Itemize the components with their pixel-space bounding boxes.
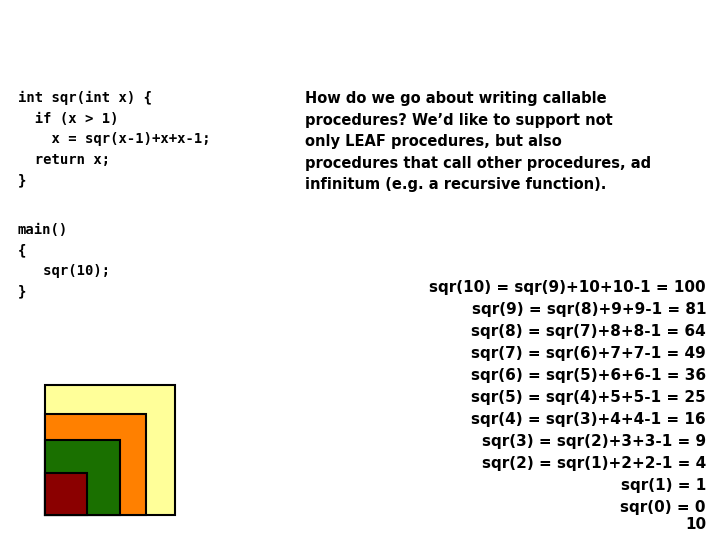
- Text: How do we go about writing callable
procedures? We’d like to support not
only LE: How do we go about writing callable proc…: [305, 91, 651, 192]
- Text: main()
{
   sqr(10);
}: main() { sqr(10); }: [18, 223, 110, 299]
- Text: int sqr(int x) {
  if (x > 1)
    x = sqr(x-1)+x+x-1;
  return x;
}: int sqr(int x) { if (x > 1) x = sqr(x-1)…: [18, 91, 211, 187]
- Bar: [45, 473, 87, 515]
- Text: sqr(3) = sqr(2)+3+3-1 = 9: sqr(3) = sqr(2)+3+3-1 = 9: [482, 434, 706, 449]
- Text: sqr(0) = 0: sqr(0) = 0: [621, 500, 706, 515]
- Bar: [45, 385, 175, 515]
- Text: sqr(9) = sqr(8)+9+9-1 = 81: sqr(9) = sqr(8)+9+9-1 = 81: [472, 302, 706, 317]
- Text: Writing Procedures: Writing Procedures: [13, 16, 467, 57]
- Bar: [45, 440, 120, 515]
- Text: sqr(1) = 1: sqr(1) = 1: [621, 478, 706, 493]
- Text: sqr(6) = sqr(5)+6+6-1 = 36: sqr(6) = sqr(5)+6+6-1 = 36: [471, 368, 706, 383]
- Text: sqr(5) = sqr(4)+5+5-1 = 25: sqr(5) = sqr(4)+5+5-1 = 25: [472, 390, 706, 405]
- Bar: [45, 414, 146, 515]
- Text: sqr(4) = sqr(3)+4+4-1 = 16: sqr(4) = sqr(3)+4+4-1 = 16: [472, 412, 706, 427]
- Text: sqr(7) = sqr(6)+7+7-1 = 49: sqr(7) = sqr(6)+7+7-1 = 49: [472, 346, 706, 361]
- Text: 10: 10: [685, 517, 706, 532]
- Text: sqr(10) = sqr(9)+10+10-1 = 100: sqr(10) = sqr(9)+10+10-1 = 100: [429, 280, 706, 295]
- Text: sqr(8) = sqr(7)+8+8-1 = 64: sqr(8) = sqr(7)+8+8-1 = 64: [472, 324, 706, 339]
- Text: sqr(2) = sqr(1)+2+2-1 = 4: sqr(2) = sqr(1)+2+2-1 = 4: [482, 456, 706, 471]
